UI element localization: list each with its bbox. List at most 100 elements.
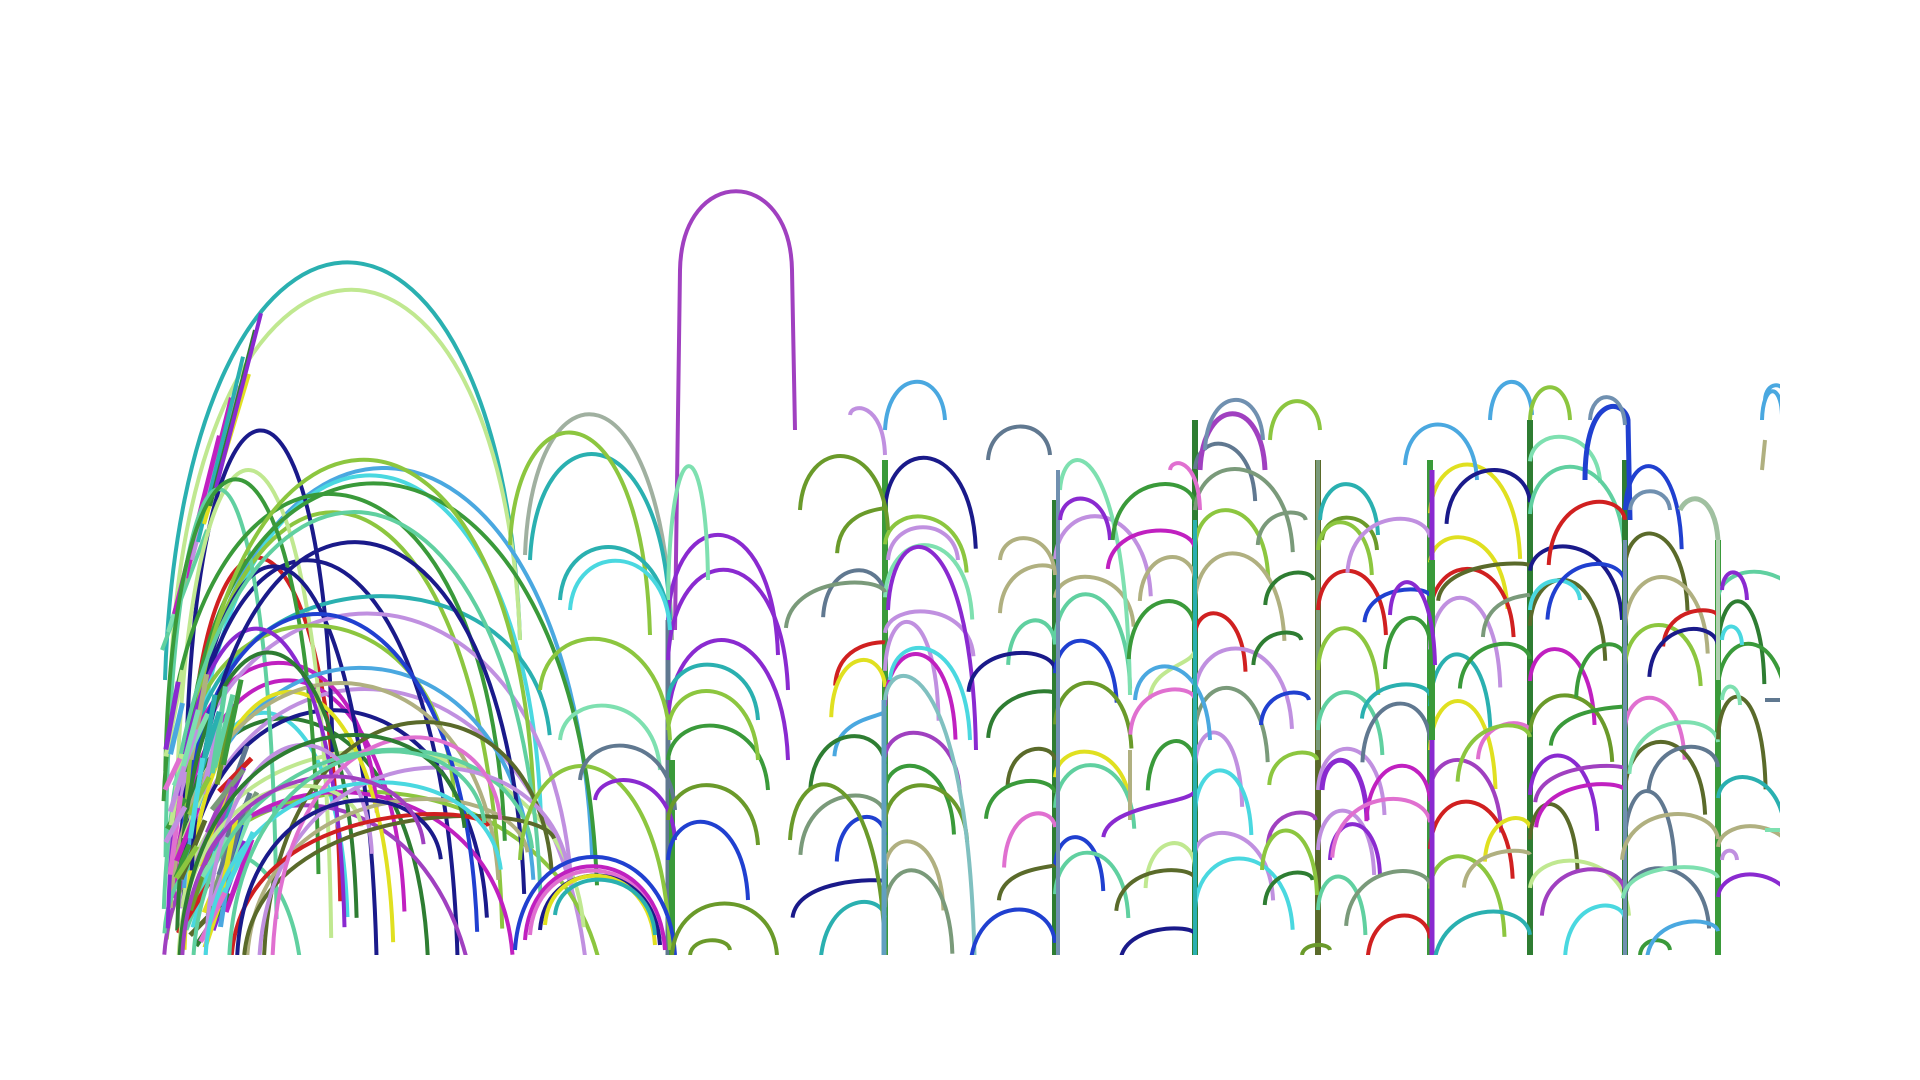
tall-arch	[673, 189, 797, 631]
leaf-arc	[1628, 489, 1672, 511]
leaf-arc	[1137, 555, 1197, 602]
leaf-arc	[523, 864, 667, 951]
large-arc	[168, 287, 522, 691]
leaf-arc	[1002, 811, 1057, 868]
leaf-arc	[968, 907, 1057, 968]
leaf-arc	[1260, 828, 1319, 896]
leaf-arc	[1457, 641, 1532, 689]
leaf-arc	[998, 536, 1057, 576]
leaf-arc	[1638, 938, 1672, 956]
leaf-arc	[1193, 685, 1270, 763]
leaf-arc	[1053, 592, 1133, 689]
leaf-arc	[1316, 520, 1374, 576]
leaf-arc	[1193, 466, 1295, 553]
leaf-arc	[1528, 578, 1582, 611]
top-arc	[848, 406, 887, 456]
top-arc	[798, 454, 890, 531]
leaf-arc	[1300, 942, 1332, 956]
leaf-arc	[1360, 701, 1432, 763]
dense-stroke	[209, 685, 228, 774]
dense-stroke	[212, 694, 236, 769]
leaf-arc	[1619, 812, 1720, 861]
leaf-arc	[1193, 508, 1271, 579]
leaf-arc	[593, 778, 677, 841]
leaf-arc	[1720, 570, 1749, 601]
top-arch	[1582, 403, 1633, 521]
leaf-arc	[984, 779, 1057, 820]
dense-stroke	[168, 702, 185, 755]
leaf-arc	[1365, 913, 1432, 960]
leaf-arc	[1145, 739, 1197, 791]
large-arc	[528, 452, 672, 621]
leaf-arc	[835, 506, 887, 554]
leaf-arc	[832, 709, 887, 757]
leaf-arc	[1388, 580, 1437, 666]
left-margin	[0, 0, 160, 1080]
leaf-arc	[1528, 693, 1615, 762]
leaf-arc	[1528, 434, 1603, 483]
leaf-arc	[1545, 561, 1627, 620]
leaf-arc	[1110, 482, 1197, 541]
leaf-arc	[1661, 608, 1720, 647]
leaf-arc	[1193, 831, 1276, 901]
leaf-arc	[883, 514, 969, 573]
hanging-leaf	[883, 673, 977, 981]
leaf-arc	[666, 723, 770, 791]
leaf-arc	[1647, 626, 1720, 678]
leaf-arc	[666, 533, 780, 656]
leaf-arc	[1646, 744, 1720, 794]
leaf-arc	[1006, 618, 1057, 665]
leaf-arc	[808, 734, 887, 791]
leaf-arc	[558, 703, 662, 771]
dense-stroke	[220, 679, 244, 766]
leaf-arc	[1444, 468, 1532, 524]
dense-stroke	[163, 681, 181, 750]
fan-arc	[227, 749, 487, 956]
fan-arc	[168, 681, 501, 908]
leaf-arc	[1316, 690, 1385, 756]
top-arc	[1677, 496, 1721, 541]
leaf-arc	[1482, 816, 1532, 862]
leaf-arc	[1720, 624, 1744, 646]
leaf-arc	[883, 619, 941, 721]
dense-stroke	[217, 756, 254, 794]
top-arc	[1403, 422, 1479, 481]
bottom-margin	[0, 955, 1920, 1080]
leaf-arc	[833, 640, 886, 686]
leaf-arc	[1053, 835, 1106, 892]
leaf-arc	[666, 689, 760, 761]
leaf-arc	[1528, 464, 1627, 551]
dense-stroke	[209, 768, 246, 812]
leaf-arc	[1258, 690, 1311, 726]
leaf-arc	[1364, 763, 1432, 822]
hanging-leaf	[1058, 458, 1132, 696]
leaf-arc	[1318, 482, 1380, 536]
leaf-arc	[1644, 919, 1720, 960]
fan-arc	[262, 720, 554, 956]
large-arc	[523, 412, 674, 641]
leaf-arc	[1382, 615, 1432, 670]
fan-arc	[203, 743, 374, 956]
leaf-arc	[1546, 499, 1627, 566]
leaf-arc	[1480, 592, 1531, 638]
leaf-arc	[1005, 746, 1057, 786]
leaf-arc	[886, 525, 960, 561]
leaf-stroke	[1760, 439, 1767, 471]
leaf-arc	[1627, 720, 1720, 775]
top-arc	[1528, 385, 1572, 421]
leaf-arc	[997, 563, 1057, 614]
leaf-arc	[1548, 704, 1626, 746]
leaf-arc	[1359, 682, 1432, 719]
leaf-arc	[1528, 647, 1597, 726]
leaf-arc	[1528, 753, 1600, 831]
leaf-arc	[578, 743, 677, 811]
leaf-arc	[1316, 808, 1377, 876]
leaf-arc	[1126, 599, 1197, 660]
leaf-arc	[1128, 687, 1197, 735]
fan-arc	[183, 428, 335, 780]
leaf-arc	[1267, 750, 1320, 786]
leaf-arc	[783, 580, 887, 629]
top-arc	[883, 379, 947, 431]
leaf-arc	[1428, 799, 1515, 879]
